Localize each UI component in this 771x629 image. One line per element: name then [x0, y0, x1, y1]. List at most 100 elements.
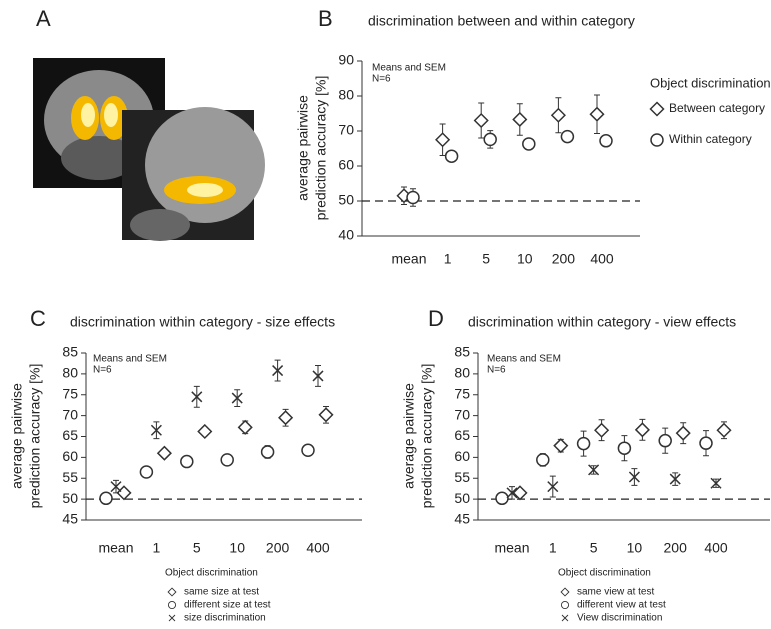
diamond-marker — [320, 408, 333, 421]
x-tick-label: 10 — [627, 540, 643, 556]
y-axis-label: average pairwise — [9, 383, 25, 489]
y-tick-label: 50 — [338, 192, 354, 208]
circle-marker — [484, 133, 496, 145]
x-tick-label: 400 — [704, 540, 728, 556]
y-tick-label: 85 — [454, 344, 470, 360]
diamond-marker — [651, 103, 664, 116]
circle-marker — [407, 192, 419, 204]
x-tick-label: 1 — [153, 540, 161, 556]
y-tick-label: 50 — [454, 490, 470, 506]
legend-label: Within category — [669, 132, 752, 146]
x-tick-label: 400 — [590, 251, 614, 267]
activation — [104, 103, 118, 127]
circle-marker — [561, 601, 568, 608]
diamond-marker — [198, 425, 211, 438]
x-marker — [562, 615, 568, 621]
y-tick-label: 60 — [62, 448, 78, 464]
diamond-marker — [279, 411, 292, 424]
x-tick-label: 5 — [590, 540, 598, 556]
y-tick-label: 45 — [62, 511, 78, 527]
y-tick-label: 65 — [62, 427, 78, 443]
panel-label: D — [428, 306, 444, 331]
x-tick-label: 200 — [266, 540, 290, 556]
diamond-marker — [636, 423, 649, 436]
y-axis-label: prediction accuracy [%] — [313, 76, 329, 221]
legend-marker — [561, 588, 569, 596]
y-tick-label: 70 — [62, 406, 78, 422]
legend-title: Object discrimination — [558, 568, 651, 579]
circle-marker — [221, 454, 233, 466]
y-tick-label: 80 — [62, 365, 78, 381]
y-tick-label: 55 — [454, 469, 470, 485]
annotation: Means and SEM — [487, 354, 561, 365]
circle-marker — [262, 446, 274, 458]
brain-tissue — [145, 107, 265, 223]
legend-title: Object discrimination — [165, 568, 258, 579]
annotation: N=6 — [93, 365, 112, 376]
y-tick-label: 50 — [62, 490, 78, 506]
diamond-marker — [436, 133, 449, 146]
circle-marker — [523, 138, 535, 150]
x-tick-label: 5 — [193, 540, 201, 556]
chart-title: discrimination between and within catego… — [368, 13, 635, 29]
legend-label: different size at test — [184, 600, 271, 611]
panel-label: B — [318, 6, 333, 31]
circle-marker — [302, 444, 314, 456]
legend-label: View discrimination — [577, 613, 662, 624]
circle-marker — [446, 150, 458, 162]
y-tick-label: 85 — [62, 344, 78, 360]
y-tick-label: 55 — [62, 469, 78, 485]
diamond-marker — [513, 113, 526, 126]
x-tick-label: 1 — [549, 540, 557, 556]
y-axis-label: prediction accuracy [%] — [419, 364, 435, 509]
diamond-marker — [561, 588, 569, 596]
x-tick-label: 10 — [229, 540, 245, 556]
x-tick-label: 5 — [482, 251, 490, 267]
legend-label: Between category — [669, 101, 765, 115]
diamond-marker — [595, 424, 608, 437]
brain-images — [33, 58, 265, 241]
y-tick-label: 40 — [338, 227, 354, 243]
x-tick-label: mean — [98, 540, 133, 556]
legend-marker — [168, 601, 175, 608]
circle-marker — [181, 456, 193, 468]
diamond-marker — [239, 421, 252, 434]
y-axis-label: average pairwise — [295, 95, 311, 201]
circle-marker — [168, 601, 175, 608]
diamond-marker — [118, 486, 131, 499]
circle-marker — [100, 492, 112, 504]
legend-label: same size at test — [184, 587, 259, 598]
legend-marker — [169, 615, 175, 621]
annotation: N=6 — [372, 74, 391, 85]
legend-label: size discrimination — [184, 613, 266, 624]
diamond-marker — [552, 109, 565, 122]
cerebellum — [130, 209, 190, 241]
legend-title: Object discrimination — [650, 75, 771, 90]
legend-marker — [562, 615, 568, 621]
diamond-marker — [554, 439, 567, 452]
y-tick-label: 80 — [454, 365, 470, 381]
circle-marker — [578, 438, 590, 450]
legend-marker — [168, 588, 176, 596]
circle-marker — [600, 135, 612, 147]
legend-label: same view at test — [577, 587, 654, 598]
x-tick-label: mean — [391, 251, 426, 267]
annotation: Means and SEM — [372, 63, 446, 74]
circle-marker — [140, 466, 152, 478]
circle-marker — [700, 437, 712, 449]
circle-marker — [537, 454, 549, 466]
y-tick-label: 70 — [338, 122, 354, 138]
x-tick-label: 10 — [517, 251, 533, 267]
activation — [81, 103, 95, 127]
y-tick-label: 80 — [338, 87, 354, 103]
y-axis-label: prediction accuracy [%] — [27, 364, 43, 509]
y-tick-label: 90 — [338, 52, 354, 68]
diamond-marker — [514, 486, 527, 499]
chart-panel: discrimination within category - size ef… — [9, 314, 362, 624]
chart-panel: discrimination between and within catego… — [295, 13, 771, 267]
diamond-marker — [718, 424, 731, 437]
y-tick-label: 60 — [454, 448, 470, 464]
activation — [187, 183, 223, 197]
y-tick-label: 45 — [454, 511, 470, 527]
figure: ABCDdiscrimination between and within ca… — [0, 0, 771, 629]
